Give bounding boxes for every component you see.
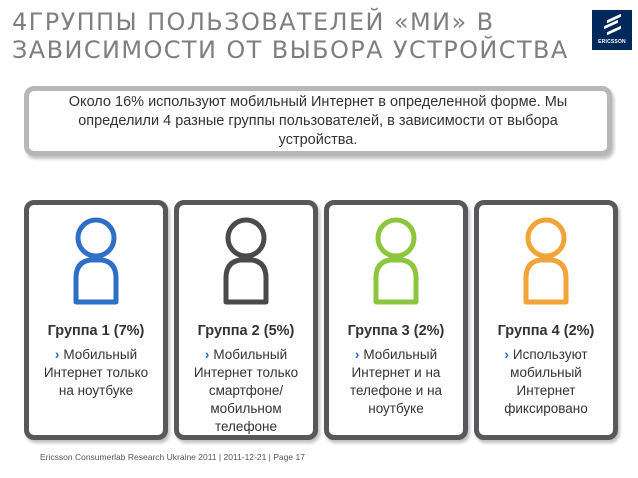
person-icon [373, 217, 419, 305]
person-head [225, 217, 267, 259]
bullet-chevron-icon: › [504, 347, 509, 362]
group-description: › Мобильный Интернет только смартфоне/ мо… [185, 346, 307, 436]
group-card-3: Группа 3 (2%) › Мобильный Интернет и на т… [324, 200, 468, 440]
footer-text: Ericsson Consumerlab Research Ukraine 20… [40, 452, 305, 462]
slide-title: 4ГРУППЫ ПОЛЬЗОВАТЕЛЕЙ «МИ» В ЗАВИСИМОСТИ… [12, 8, 572, 64]
bullet-chevron-icon: › [54, 347, 60, 362]
group-description: › Используют мобильный Интернет фиксирова… [485, 346, 607, 418]
group-description-text: Мобильный Интернет только на ноутбуке [43, 347, 149, 398]
group-card-2: Группа 2 (5%) › Мобильный Интернет только… [174, 200, 318, 440]
bullet-chevron-icon: › [354, 347, 360, 362]
group-description-text: Мобильный Интернет и на телефоне и на но… [349, 347, 443, 416]
intro-text: Около 16% используют мобильный Интернет … [68, 93, 568, 148]
person-body [73, 257, 119, 305]
person-icon [73, 217, 119, 305]
person-icon [223, 217, 269, 305]
group-name: Группа 3 (2%) [347, 323, 445, 339]
slide-title-line-1: 4ГРУППЫ ПОЛЬЗОВАТЕЛЕЙ «МИ» В [12, 8, 495, 36]
group-card-1: Группа 1 (7%) › Мобильный Интернет только… [24, 200, 168, 440]
person-body [373, 257, 419, 305]
person-head [75, 217, 117, 259]
person-body [223, 257, 269, 305]
bullet-chevron-icon: › [204, 347, 210, 362]
group-description: › Мобильный Интернет только на ноутбуке [35, 346, 157, 400]
slide-title-line-2: ЗАВИСИМОСТИ ОТ ВЫБОРА УСТРОЙСТВА [12, 36, 569, 64]
person-head [525, 217, 567, 259]
group-description-text: Используют мобильный Интернет фиксирован… [504, 347, 588, 416]
ericsson-logo: ERICSSON [592, 10, 632, 50]
logo-wordmark: ERICSSON [598, 39, 626, 45]
person-head [375, 217, 417, 259]
group-card-4: Группа 4 (2%) › Используют мобильный Инте… [474, 200, 618, 440]
intro-box: Около 16% используют мобильный Интернет … [24, 86, 612, 156]
group-description: › Мобильный Интернет и на телефоне и на н… [335, 346, 457, 418]
group-description-text: Мобильный Интернет только смартфоне/ моб… [193, 347, 299, 434]
group-name: Группа 4 (2%) [497, 323, 595, 339]
person-icon [523, 217, 569, 305]
logo-bar [607, 25, 621, 36]
group-name: Группа 1 (7%) [47, 323, 145, 339]
person-body [523, 257, 569, 305]
group-name: Группа 2 (5%) [197, 323, 295, 339]
